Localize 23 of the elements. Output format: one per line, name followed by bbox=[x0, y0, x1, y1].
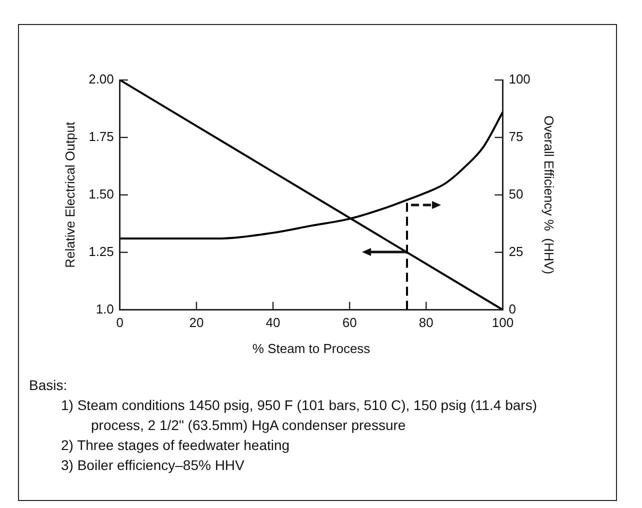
x-axis-title: % Steam to Process bbox=[252, 340, 371, 356]
x-tick-label: 80 bbox=[418, 315, 434, 330]
y-tick-label: 1.75 bbox=[88, 129, 114, 144]
text: 2) Three stages of feedwater heating bbox=[60, 436, 291, 455]
y-tick-label: 2.00 bbox=[88, 72, 114, 87]
x-tick-label: 60 bbox=[342, 315, 357, 330]
y-tick-label: 1.50 bbox=[88, 186, 114, 202]
y2-tick-label: 100 bbox=[508, 72, 530, 87]
y2-axis-title: Overall Efficiency % (HHV) bbox=[542, 116, 557, 274]
y-tick-label: 1.0 bbox=[96, 301, 114, 316]
x-tick-label: 100 bbox=[492, 315, 514, 330]
y2-tick-label: 75 bbox=[508, 129, 524, 144]
text: Basis: bbox=[29, 376, 68, 395]
x-tick-label: 40 bbox=[266, 315, 280, 330]
y-tick-label: 1.25 bbox=[88, 244, 114, 259]
y2-tick-label: 0 bbox=[508, 301, 516, 316]
x-tick-label: 0 bbox=[116, 315, 124, 330]
y2-tick-label: 50 bbox=[508, 186, 524, 202]
text: 1) Steam conditions 1450 psig, 950 F (101 bars, 510 C), 150 psig (11.4 bars) process, 2 1/2" (63.5mm) HgA condenser pressure bbox=[60, 396, 538, 435]
y2-tick-label: 25 bbox=[508, 244, 524, 259]
text: 3) Boiler efficiency–85% HHV bbox=[60, 456, 246, 475]
x-tick-label: 20 bbox=[189, 315, 204, 330]
y-axis-title: Relative Electrical Output bbox=[62, 122, 78, 268]
